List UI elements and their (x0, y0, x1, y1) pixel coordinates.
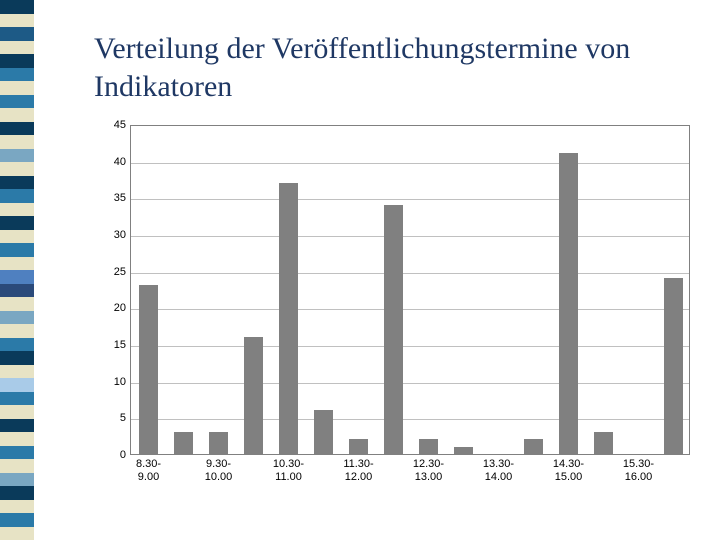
sidebar-stripe (0, 54, 34, 68)
bar (209, 432, 228, 454)
y-tick-label: 15 (114, 339, 126, 351)
y-tick-label: 35 (114, 192, 126, 204)
sidebar-stripe (0, 135, 34, 149)
x-tick-label: 10.30-11.00 (259, 458, 319, 484)
page-title: Verteilung der Veröffentlichungstermine … (94, 30, 700, 105)
gridline (131, 346, 689, 347)
sidebar-stripe (0, 230, 34, 244)
page: Verteilung der Veröffentlichungstermine … (0, 0, 720, 540)
bar (139, 285, 158, 454)
sidebar-stripe (0, 473, 34, 487)
sidebar-stripe (0, 311, 34, 325)
bar (349, 439, 368, 454)
bar (594, 432, 613, 454)
sidebar-stripe (0, 419, 34, 433)
sidebar-stripe (0, 392, 34, 406)
y-axis-ticks: 051015202530354045 (94, 125, 130, 455)
x-tick-label: 12.30-13.00 (399, 458, 459, 484)
bar (244, 337, 263, 454)
sidebar-stripe (0, 365, 34, 379)
gridline (131, 419, 689, 420)
sidebar-stripe (0, 149, 34, 163)
plot-area: 8.30-9.009.30-10.0010.30-11.0011.30-12.0… (130, 125, 690, 455)
bar (314, 410, 333, 454)
sidebar-stripe (0, 351, 34, 365)
sidebar-stripe (0, 243, 34, 257)
y-tick-label: 25 (114, 266, 126, 278)
sidebar-stripe (0, 459, 34, 473)
x-tick-label: 9.30-10.00 (189, 458, 249, 484)
sidebar-stripe (0, 324, 34, 338)
bar-chart: 051015202530354045 8.30-9.009.30-10.0010… (94, 125, 690, 495)
bar (419, 439, 438, 454)
sidebar-stripe (0, 446, 34, 460)
sidebar-stripe (0, 378, 34, 392)
sidebar-stripe (0, 27, 34, 41)
sidebar-stripe (0, 189, 34, 203)
sidebar-stripe (0, 405, 34, 419)
sidebar-stripe (0, 432, 34, 446)
sidebar-stripe (0, 108, 34, 122)
y-tick-label: 45 (114, 119, 126, 131)
bar (384, 205, 403, 454)
sidebar-stripe (0, 81, 34, 95)
bar (664, 278, 683, 454)
x-tick-label: 13.30-14.00 (469, 458, 529, 484)
gridline (131, 383, 689, 384)
sidebar-stripe (0, 0, 34, 14)
gridline (131, 309, 689, 310)
decorative-sidebar (0, 0, 34, 540)
x-tick-label: 11.30-12.00 (329, 458, 389, 484)
bar (524, 439, 543, 454)
sidebar-stripe (0, 216, 34, 230)
bar (174, 432, 193, 454)
sidebar-stripe (0, 257, 34, 271)
sidebar-stripe (0, 203, 34, 217)
bar (279, 183, 298, 454)
sidebar-stripe (0, 527, 34, 540)
sidebar-stripe (0, 162, 34, 176)
y-tick-label: 5 (120, 412, 126, 424)
sidebar-stripe (0, 297, 34, 311)
sidebar-stripe (0, 68, 34, 82)
sidebar-stripe (0, 270, 34, 284)
sidebar-stripe (0, 176, 34, 190)
sidebar-stripe (0, 500, 34, 514)
y-tick-label: 10 (114, 376, 126, 388)
y-tick-label: 40 (114, 156, 126, 168)
sidebar-stripe (0, 284, 34, 298)
sidebar-stripe (0, 122, 34, 136)
sidebar-stripe (0, 41, 34, 55)
gridline (131, 199, 689, 200)
sidebar-stripe (0, 338, 34, 352)
y-tick-label: 20 (114, 302, 126, 314)
sidebar-stripe (0, 14, 34, 28)
content-area: Verteilung der Veröffentlichungstermine … (34, 0, 720, 540)
bar (454, 447, 473, 454)
bar (559, 153, 578, 454)
gridline (131, 163, 689, 164)
gridline (131, 236, 689, 237)
x-tick-label: 8.30-9.00 (119, 458, 179, 484)
gridline (131, 273, 689, 274)
sidebar-stripe (0, 513, 34, 527)
sidebar-stripe (0, 486, 34, 500)
sidebar-stripe (0, 95, 34, 109)
x-tick-label: 15.30-16.00 (609, 458, 669, 484)
y-tick-label: 30 (114, 229, 126, 241)
x-tick-label: 14.30-15.00 (539, 458, 599, 484)
